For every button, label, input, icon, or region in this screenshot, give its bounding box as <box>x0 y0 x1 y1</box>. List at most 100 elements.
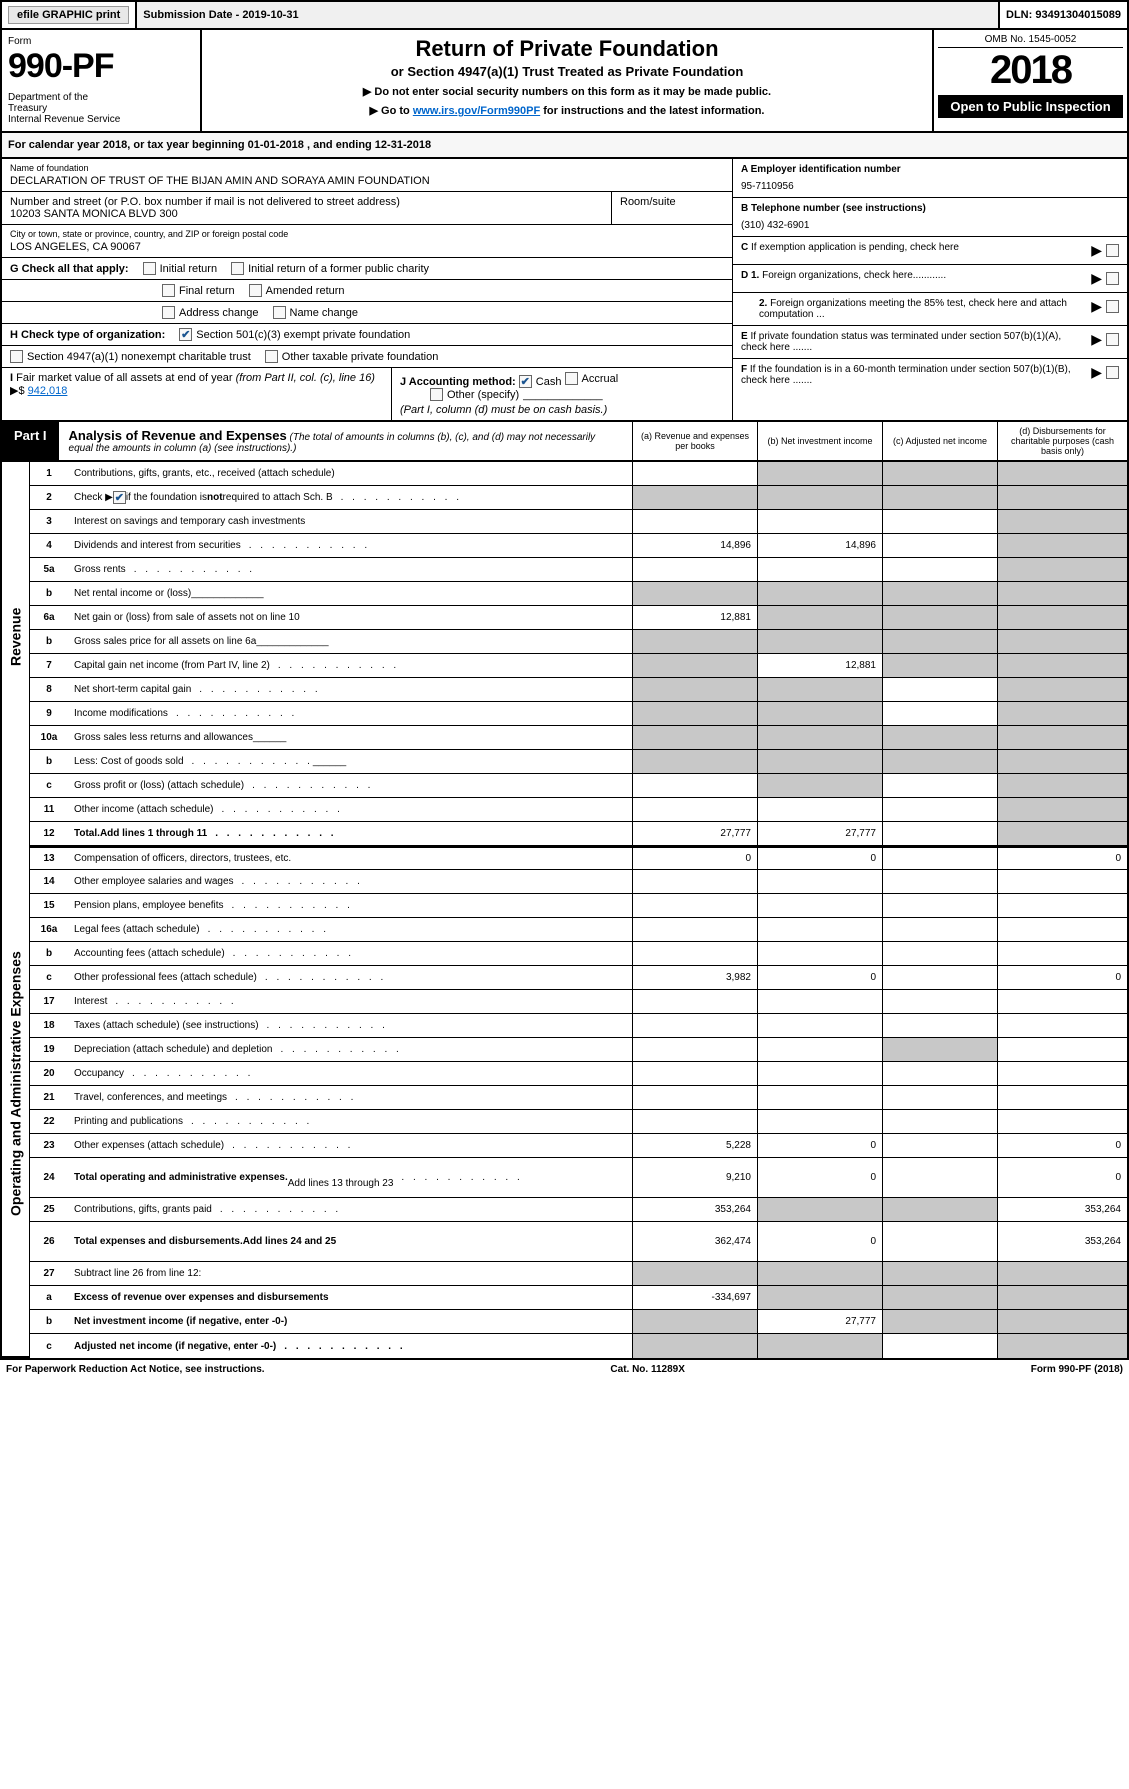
chk-accrual[interactable] <box>565 372 578 385</box>
chk-e[interactable] <box>1106 333 1119 346</box>
col-a-hdr: (a) Revenue and expenses per books <box>632 422 757 460</box>
row-24: Total operating and administrative expen… <box>68 1158 632 1197</box>
footer-center: Cat. No. 11289X <box>610 1364 684 1375</box>
part1-title: Analysis of Revenue and Expenses <box>69 428 287 443</box>
form-header: Form 990-PF Department of theTreasuryInt… <box>0 30 1129 133</box>
row-9: Income modifications <box>68 702 632 725</box>
efile-button[interactable]: efile GRAPHIC print <box>8 6 129 24</box>
submission-date: Submission Date - 2019-10-31 <box>137 2 1000 28</box>
row-10a: Gross sales less returns and allowances … <box>68 726 632 749</box>
chk-final[interactable] <box>162 284 175 297</box>
row-11: Other income (attach schedule) <box>68 798 632 821</box>
omb-number: OMB No. 1545-0052 <box>938 34 1123 48</box>
dln: DLN: 93491304015089 <box>1000 2 1127 28</box>
row-14: Other employee salaries and wages <box>68 870 632 893</box>
chk-501c3[interactable] <box>179 328 192 341</box>
d1-label: D 1. Foreign organizations, check here..… <box>741 270 1085 281</box>
c-label: C If exemption application is pending, c… <box>741 242 1085 253</box>
row-18: Taxes (attach schedule) (see instruction… <box>68 1014 632 1037</box>
row-4: Dividends and interest from securities <box>68 534 632 557</box>
form-subtitle: or Section 4947(a)(1) Trust Treated as P… <box>212 64 922 79</box>
chk-address[interactable] <box>162 306 175 319</box>
chk-amended[interactable] <box>249 284 262 297</box>
street: 10203 SANTA MONICA BLVD 300 <box>10 208 603 220</box>
h-label: H Check type of organization: <box>10 329 165 341</box>
row-5a: Gross rents <box>68 558 632 581</box>
foundation-name: DECLARATION OF TRUST OF THE BIJAN AMIN A… <box>10 175 724 187</box>
part1-label: Part I <box>2 422 59 460</box>
row-10b: Less: Cost of goods sold ______ <box>68 750 632 773</box>
j-note: (Part I, column (d) must be on cash basi… <box>400 404 607 416</box>
revenue-label: Revenue <box>2 462 30 812</box>
chk-initial[interactable] <box>143 262 156 275</box>
row-21: Travel, conferences, and meetings <box>68 1086 632 1109</box>
row-16b: Accounting fees (attach schedule) <box>68 942 632 965</box>
chk-initial-former[interactable] <box>231 262 244 275</box>
row-22: Printing and publications <box>68 1110 632 1133</box>
row-27: Subtract line 26 from line 12: <box>68 1262 632 1285</box>
footer-left: For Paperwork Reduction Act Notice, see … <box>6 1364 265 1375</box>
row-12: Total. Add lines 1 through 11 <box>68 822 632 845</box>
row-6a: Net gain or (loss) from sale of assets n… <box>68 606 632 629</box>
fmv-link[interactable]: 942,018 <box>28 385 68 397</box>
expenses-label: Operating and Administrative Expenses <box>2 812 30 1358</box>
row-2: Check ▶ if the foundation is not require… <box>68 486 632 509</box>
row-20: Occupancy <box>68 1062 632 1085</box>
part1-header: Part I Analysis of Revenue and Expenses … <box>0 422 1129 462</box>
ein: 95-7110956 <box>741 181 1119 192</box>
chk-schb[interactable] <box>113 491 126 504</box>
city: LOS ANGELES, CA 90067 <box>10 241 724 253</box>
e-label: E If private foundation status was termi… <box>741 331 1085 353</box>
chk-other-taxable[interactable] <box>265 350 278 363</box>
row-10c: Gross profit or (loss) (attach schedule) <box>68 774 632 797</box>
chk-c[interactable] <box>1106 244 1119 257</box>
row-8: Net short-term capital gain <box>68 678 632 701</box>
row-16c: Other professional fees (attach schedule… <box>68 966 632 989</box>
page-footer: For Paperwork Reduction Act Notice, see … <box>0 1360 1129 1379</box>
col-d-hdr: (d) Disbursements for charitable purpose… <box>997 422 1127 460</box>
chk-4947[interactable] <box>10 350 23 363</box>
f-label: F If the foundation is in a 60-month ter… <box>741 364 1085 386</box>
row-19: Depreciation (attach schedule) and deple… <box>68 1038 632 1061</box>
row-13: Compensation of officers, directors, tru… <box>68 848 632 869</box>
d2-label: 2. Foreign organizations meeting the 85%… <box>759 298 1085 320</box>
chk-other-method[interactable] <box>430 388 443 401</box>
dept: Department of theTreasuryInternal Revenu… <box>8 92 194 125</box>
chk-cash[interactable] <box>519 375 532 388</box>
row-6b: Gross sales price for all assets on line… <box>68 630 632 653</box>
chk-d2[interactable] <box>1106 300 1119 313</box>
chk-d1[interactable] <box>1106 272 1119 285</box>
form-number: 990-PF <box>8 47 194 86</box>
row-27b: Net investment income (if negative, ente… <box>68 1310 632 1333</box>
tel-label: B Telephone number (see instructions) <box>741 203 1119 214</box>
room-label: Room/suite <box>620 196 724 208</box>
inspection-label: Open to Public Inspection <box>938 95 1123 118</box>
part1-table: Revenue Operating and Administrative Exp… <box>0 462 1129 1360</box>
name-label: Name of foundation <box>10 163 724 173</box>
street-label: Number and street (or P.O. box number if… <box>10 196 603 208</box>
form-title: Return of Private Foundation <box>212 36 922 62</box>
row-3: Interest on savings and temporary cash i… <box>68 510 632 533</box>
row-15: Pension plans, employee benefits <box>68 894 632 917</box>
row-1: Contributions, gifts, grants, etc., rece… <box>68 462 632 485</box>
footer-right: Form 990-PF (2018) <box>1031 1364 1123 1375</box>
col-b-hdr: (b) Net investment income <box>757 422 882 460</box>
row-26: Total expenses and disbursements. Add li… <box>68 1222 632 1261</box>
ein-label: A Employer identification number <box>741 164 1119 175</box>
col-c-hdr: (c) Adjusted net income <box>882 422 997 460</box>
form-label: Form <box>8 36 194 47</box>
note-link: ▶ Go to www.irs.gov/Form990PF for instru… <box>212 104 922 117</box>
j-label: J Accounting method: <box>400 376 516 388</box>
chk-f[interactable] <box>1106 366 1119 379</box>
row-27c: Adjusted net income (if negative, enter … <box>68 1334 632 1358</box>
row-5b: Net rental income or (loss) ____________… <box>68 582 632 605</box>
g-label: G Check all that apply: <box>10 263 129 275</box>
top-bar: efile GRAPHIC print Submission Date - 20… <box>0 0 1129 30</box>
tax-year: 2018 <box>938 48 1123 93</box>
chk-name-change[interactable] <box>273 306 286 319</box>
row-23: Other expenses (attach schedule) <box>68 1134 632 1157</box>
irs-link[interactable]: www.irs.gov/Form990PF <box>413 105 540 117</box>
city-label: City or town, state or province, country… <box>10 229 724 239</box>
note-ssn: ▶ Do not enter social security numbers o… <box>212 85 922 98</box>
info-section: Name of foundation DECLARATION OF TRUST … <box>0 159 1129 422</box>
